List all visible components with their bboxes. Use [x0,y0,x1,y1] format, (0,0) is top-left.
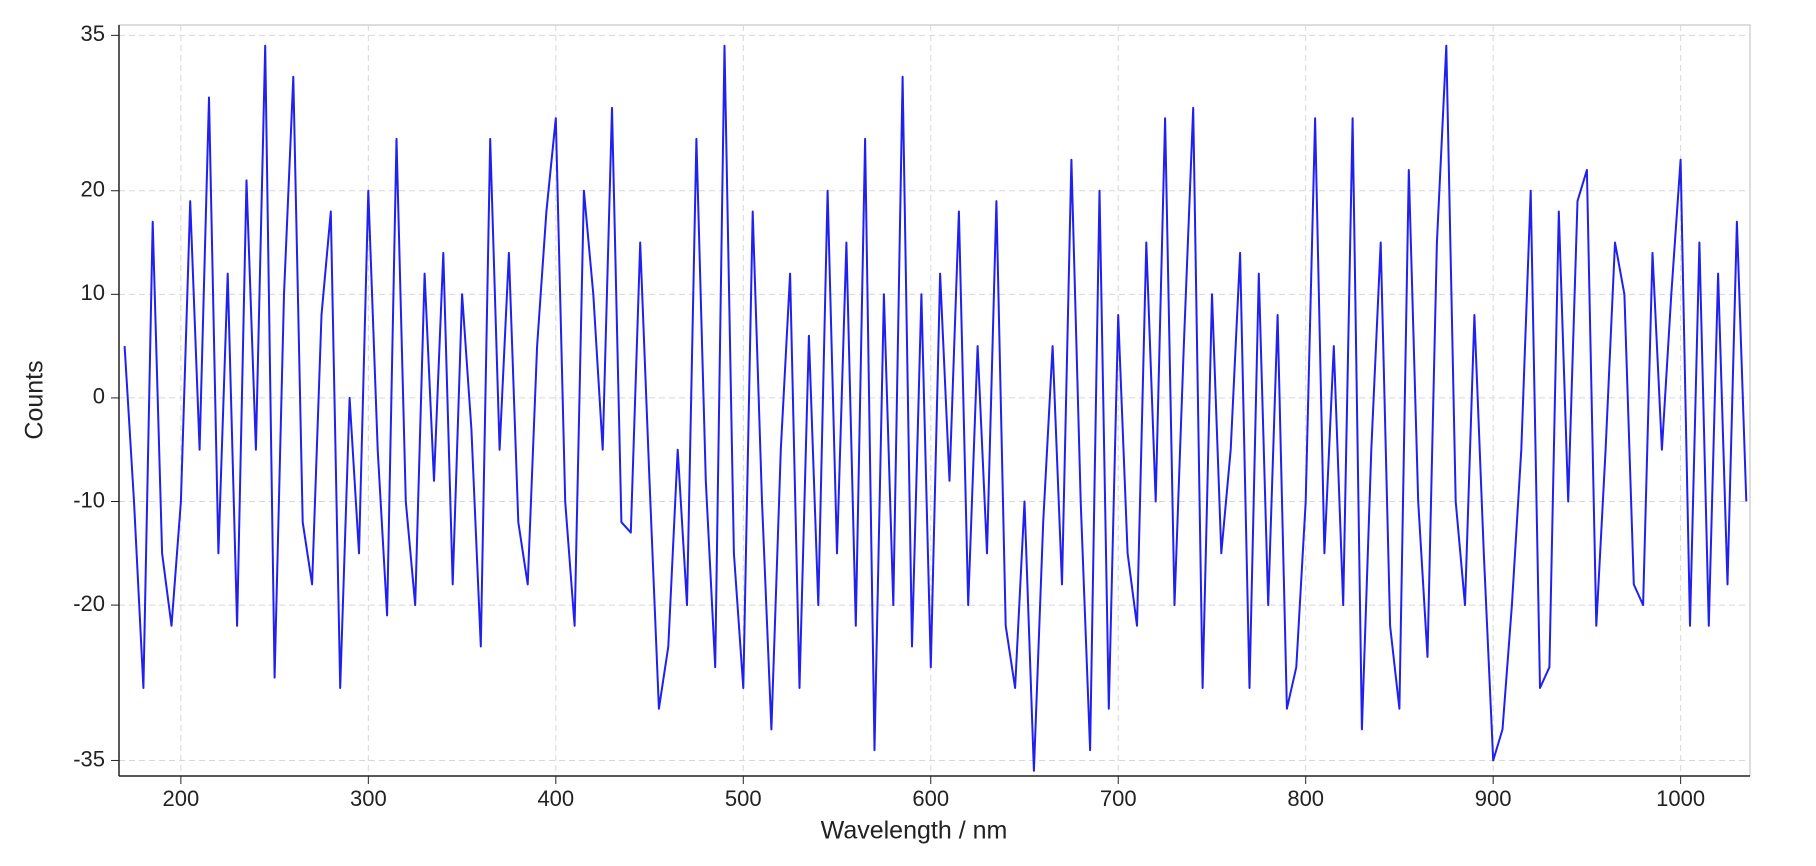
x-tick-label: 800 [1287,786,1324,811]
x-tick-label: 500 [725,786,762,811]
y-tick-label: -20 [73,591,105,616]
spectrum-line [123,44,1748,772]
y-tick-label: 10 [81,280,105,305]
x-axis-label: Wavelength / nm [821,817,1008,845]
x-tick-label: 1000 [1656,786,1705,811]
y-tick-label: 20 [81,177,105,202]
y-axis-label: Counts [21,360,49,439]
x-tick-label: 200 [163,786,200,811]
y-tick-label: -10 [73,487,105,512]
x-tick-label: 900 [1475,786,1512,811]
x-tick-label: 300 [350,786,387,811]
x-tick-label: 600 [912,786,949,811]
y-tick-label: 0 [93,384,105,409]
y-tick-label: -35 [73,746,105,771]
y-tick-label: 35 [81,21,105,46]
x-tick-label: 700 [1100,786,1137,811]
x-tick-label: 400 [537,786,574,811]
